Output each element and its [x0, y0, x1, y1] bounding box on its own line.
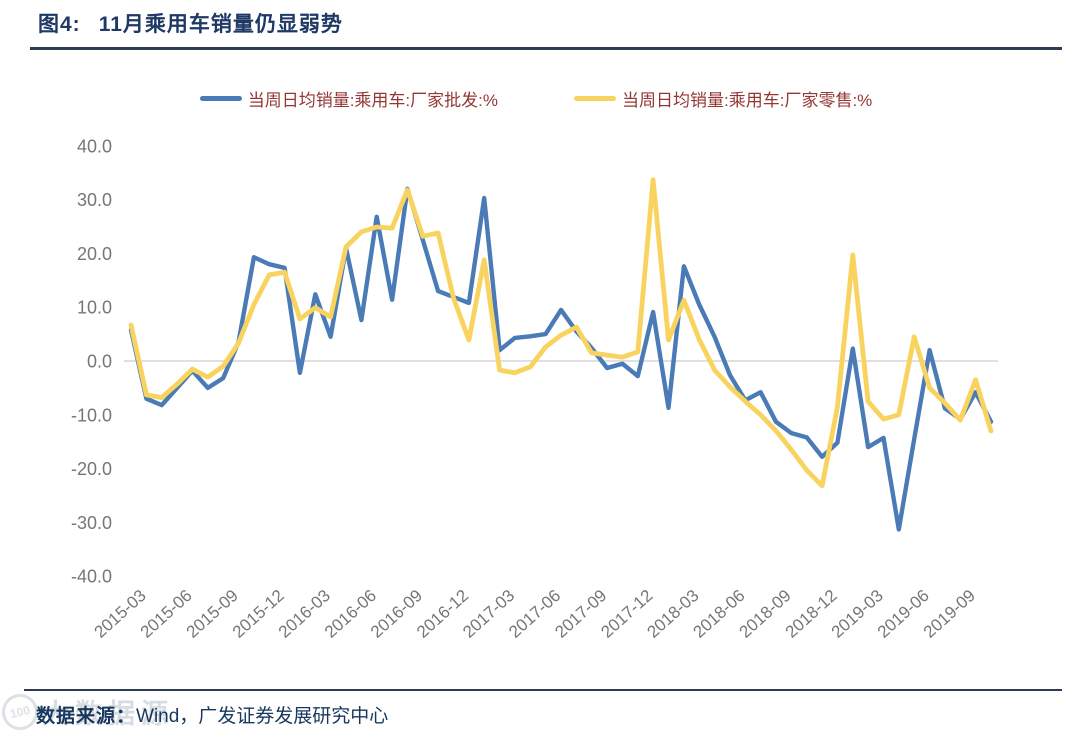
y-axis-tick-label: 20.0 [77, 244, 112, 264]
chart-legend: 当周日均销量:乘用车:厂家批发:% 当周日均销量:乘用车:厂家零售:% [0, 86, 1072, 111]
y-axis-tick-label: 0.0 [87, 352, 112, 372]
y-axis-tick-label: 40.0 [77, 136, 112, 156]
wholesale-series-line [128, 186, 994, 532]
data-source-text: Wind，广发证券发展研究中心 [136, 706, 389, 727]
y-axis-tick-label: -30.0 [71, 513, 112, 533]
data-source-label: 数据来源： [36, 706, 137, 727]
title-divider-rule [30, 47, 1062, 50]
x-axis-tick-label: 2019-09 [920, 586, 979, 642]
y-axis-tick-label: 10.0 [77, 298, 112, 318]
wholesale-line-swatch [199, 96, 242, 101]
legend-item-retail: 当周日均销量:乘用车:厂家零售:% [574, 86, 872, 111]
legend-label-wholesale: 当周日均销量:乘用车:厂家批发:% [247, 91, 498, 110]
y-axis-tick-label: 30.0 [77, 190, 112, 210]
figure-title: 图4: 11月乘用车销量仍显弱势 [38, 8, 343, 38]
retail-line-swatch [574, 96, 616, 101]
y-axis-tick-label: -10.0 [71, 405, 112, 425]
legend-item-wholesale: 当周日均销量:乘用车:厂家批发:% [199, 86, 498, 111]
y-axis-tick-label: -20.0 [71, 459, 112, 479]
figure-title-text: 11月乘用车销量仍显弱势 [98, 13, 343, 36]
retail-series-line [128, 177, 994, 489]
y-axis-tick-label: -40.0 [71, 567, 112, 587]
figure-number-label: 图4: [38, 13, 81, 36]
legend-label-retail: 当周日均销量:乘用车:厂家零售:% [622, 91, 873, 110]
footer-divider-rule [24, 689, 1062, 691]
data-source-note: 数据来源：Wind，广发证券发展研究中心 [36, 701, 388, 728]
